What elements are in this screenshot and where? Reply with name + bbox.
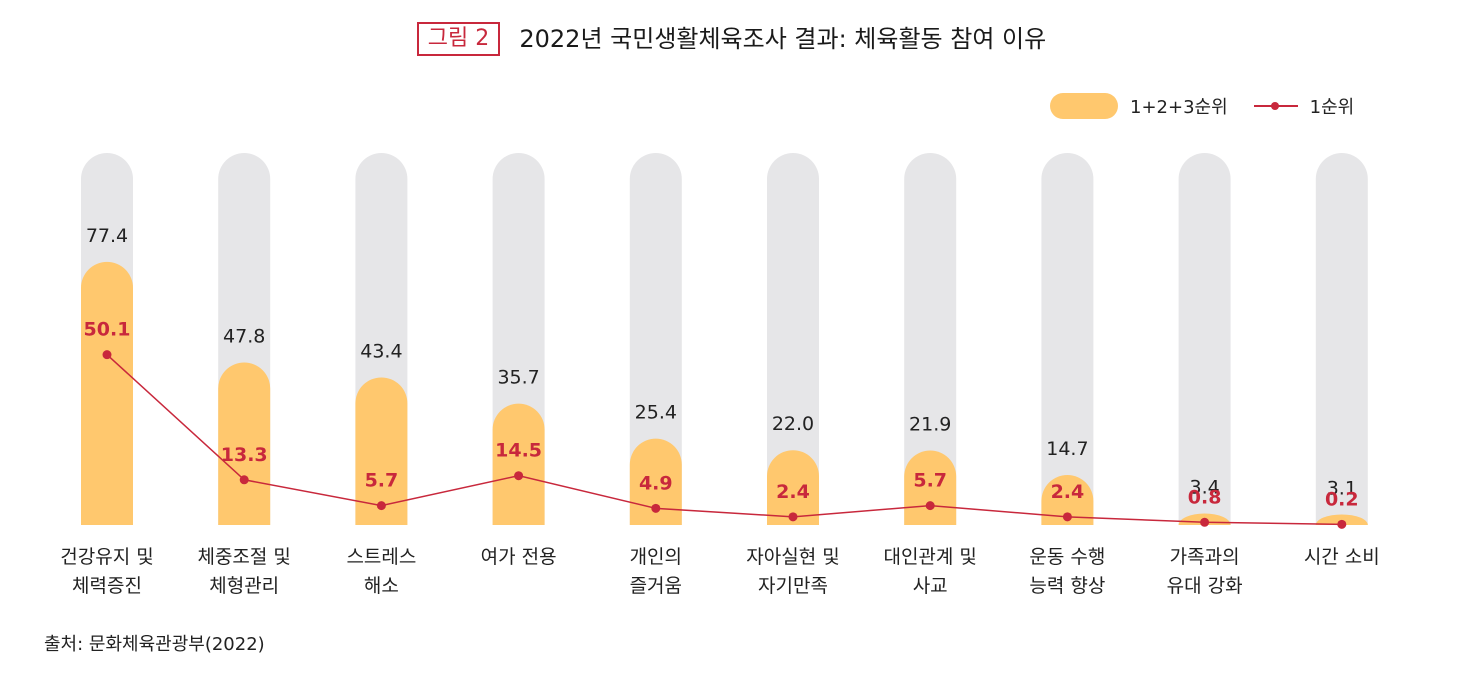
- bar-value-label: 35.7: [497, 367, 539, 389]
- x-tick-label: 자기만족: [758, 575, 828, 597]
- line-point: [925, 501, 935, 511]
- bar: [767, 450, 819, 525]
- line-value-label: 4.9: [639, 472, 673, 494]
- bar-value-label: 14.7: [1046, 438, 1088, 460]
- bar-track: [629, 153, 682, 525]
- bar: [81, 261, 133, 525]
- bar: [1041, 475, 1094, 525]
- x-tick-label: 즐거움: [630, 575, 682, 597]
- line-point: [514, 471, 524, 481]
- x-tick-label: 여가 전용: [481, 546, 557, 568]
- line-point: [1200, 517, 1210, 527]
- bar: [1315, 514, 1368, 525]
- x-tick-label: 능력 향상: [1029, 575, 1105, 597]
- bar: [629, 438, 682, 525]
- bar: [355, 377, 408, 525]
- x-tick-label: 체형관리: [209, 575, 279, 597]
- x-tick-label: 건강유지 및: [60, 546, 153, 568]
- line-point: [376, 501, 386, 511]
- line-point: [239, 475, 249, 485]
- bar-value-label: 25.4: [635, 402, 677, 424]
- line-value-label: 13.3: [221, 444, 268, 466]
- x-tick-label: 사교: [913, 575, 948, 597]
- legend-bar-label: 1+2+3순위: [1130, 97, 1228, 118]
- line-value-label: 0.2: [1325, 488, 1359, 510]
- figure-number-badge: 그림 2: [416, 22, 501, 56]
- line-point: [1062, 512, 1072, 522]
- bar-track: [1178, 153, 1231, 525]
- legend-line-marker: [1253, 99, 1298, 113]
- bar-value-label: 47.8: [223, 325, 265, 347]
- legend: 1+2+3순위 1순위: [1050, 92, 1354, 120]
- bar: [218, 362, 271, 525]
- legend-bar-swatch: [1050, 93, 1118, 119]
- x-tick-label: 운동 수행: [1029, 546, 1105, 568]
- bar-value-label: 43.4: [360, 340, 402, 362]
- line-value-label: 14.5: [495, 440, 542, 462]
- bar-track: [1315, 153, 1368, 525]
- bar: [492, 403, 545, 525]
- line-value-label: 2.4: [776, 481, 810, 503]
- bar-value-label: 3.4: [1189, 476, 1219, 498]
- series-line-1st-rank: [106, 354, 1342, 526]
- bar-value-label: 77.4: [86, 225, 128, 247]
- bar-value-label: 22.0: [772, 413, 814, 435]
- x-tick-label: 가족과의: [1170, 546, 1240, 568]
- line-value-label: 0.8: [1188, 486, 1222, 508]
- line-point: [102, 350, 112, 360]
- line-value-label: 2.4: [1051, 481, 1085, 503]
- line-value-label: 5.7: [365, 470, 399, 492]
- source-note: 출처: 문화체육관광부(2022): [44, 634, 265, 655]
- line-point: [1337, 519, 1347, 529]
- x-tick-label: 체력증진: [72, 575, 142, 597]
- x-tick-label: 해소: [364, 575, 399, 597]
- bar-value-label: 21.9: [909, 414, 951, 436]
- x-tick-label: 시간 소비: [1304, 546, 1380, 568]
- line-point: [651, 503, 661, 513]
- x-tick-label: 스트레스: [346, 546, 416, 568]
- bar-track: [767, 153, 819, 525]
- bar-value-label: 3.1: [1327, 477, 1357, 499]
- bar-track: [904, 153, 957, 525]
- figure-title: 그림 2 2022년 국민생활체육조사 결과: 체육활동 참여 이유: [0, 22, 1463, 56]
- x-tick-label: 체중조절 및: [197, 546, 290, 568]
- line-point: [788, 512, 798, 522]
- x-tick-label: 자아실현 및: [746, 546, 839, 568]
- bar-track: [1041, 153, 1094, 525]
- chart-title: 2022년 국민생활체육조사 결과: 체육활동 참여 이유: [519, 25, 1047, 53]
- line-value-label: 50.1: [84, 319, 131, 341]
- x-tick-label: 유대 강화: [1167, 575, 1243, 597]
- x-tick-label: 대인관계 및: [883, 546, 976, 568]
- x-tick-label: 개인의: [630, 546, 682, 568]
- line-value-label: 5.7: [913, 470, 947, 492]
- legend-line-label: 1순위: [1309, 97, 1355, 118]
